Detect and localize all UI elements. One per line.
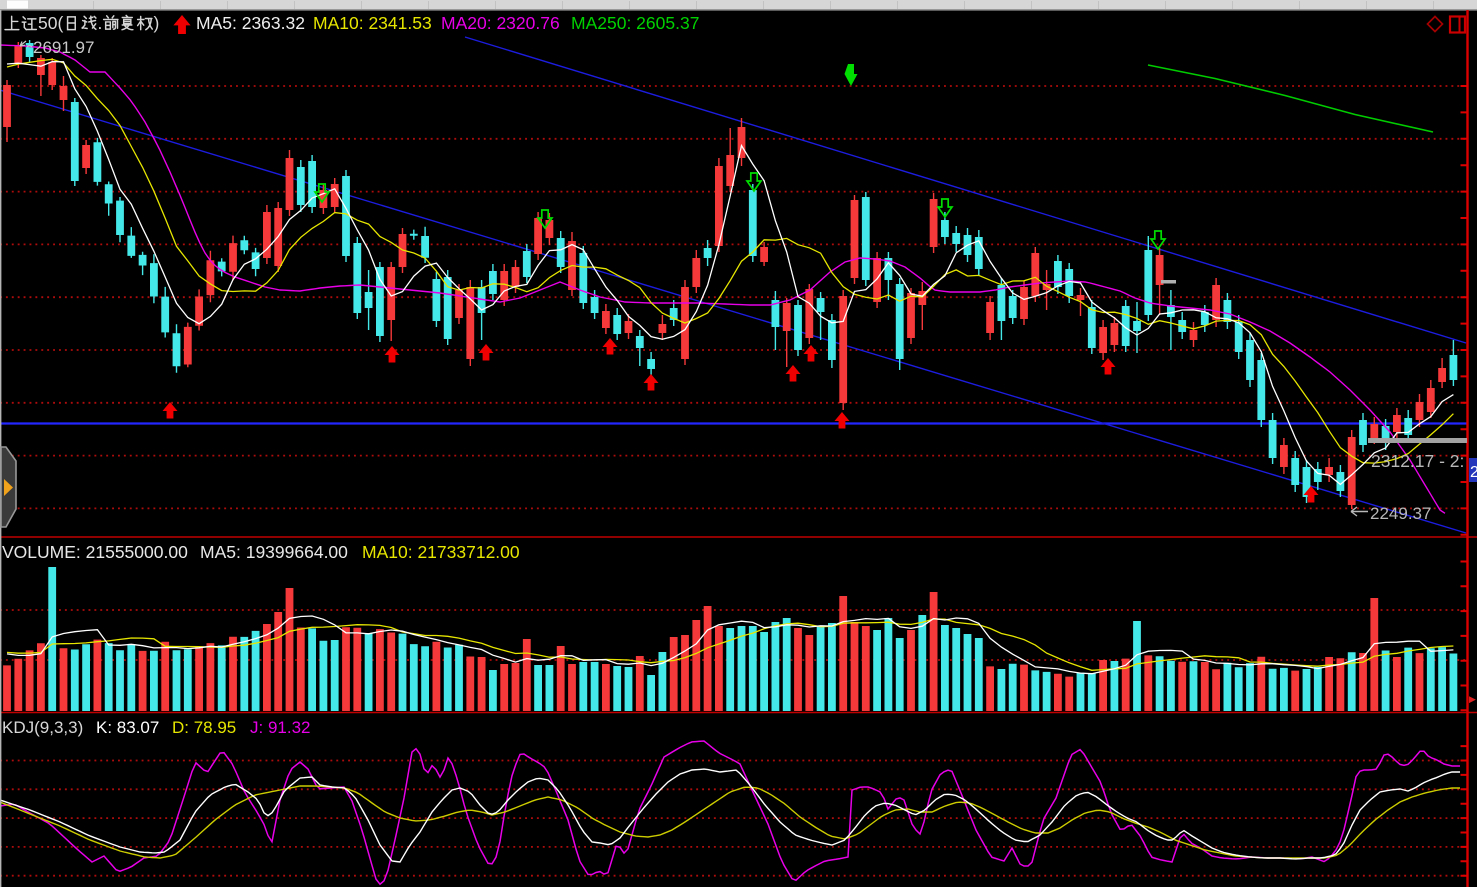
svg-text:VOLUME: 21555000.00: VOLUME: 21555000.00 [2, 542, 188, 562]
svg-text:2312.17 - 2:: 2312.17 - 2: [1371, 451, 1464, 471]
svg-text:▶: ▶ [1469, 694, 1476, 704]
svg-text:D: 78.95: D: 78.95 [172, 718, 236, 737]
svg-text:): ) [154, 13, 160, 33]
svg-text:MA10: 21733712.00: MA10: 21733712.00 [362, 542, 520, 562]
svg-text:MA10: 2341.53: MA10: 2341.53 [313, 13, 432, 33]
svg-text:50(: 50( [38, 13, 63, 33]
svg-text:MA5: 19399664.00: MA5: 19399664.00 [200, 542, 348, 562]
svg-text:K: 83.07: K: 83.07 [96, 718, 159, 737]
svg-text:MA250: 2605.37: MA250: 2605.37 [571, 13, 699, 33]
svg-text:.: . [98, 13, 103, 33]
svg-text:MA20: 2320.76: MA20: 2320.76 [441, 13, 560, 33]
svg-text:J: 91.32: J: 91.32 [250, 718, 311, 737]
svg-text:KDJ(9,3,3): KDJ(9,3,3) [2, 718, 83, 737]
svg-text:2249.37: 2249.37 [1370, 504, 1431, 523]
svg-text:2691.97: 2691.97 [33, 38, 94, 57]
svg-text:MA5: 2363.32: MA5: 2363.32 [196, 13, 305, 33]
svg-text:2: 2 [1470, 464, 1477, 481]
